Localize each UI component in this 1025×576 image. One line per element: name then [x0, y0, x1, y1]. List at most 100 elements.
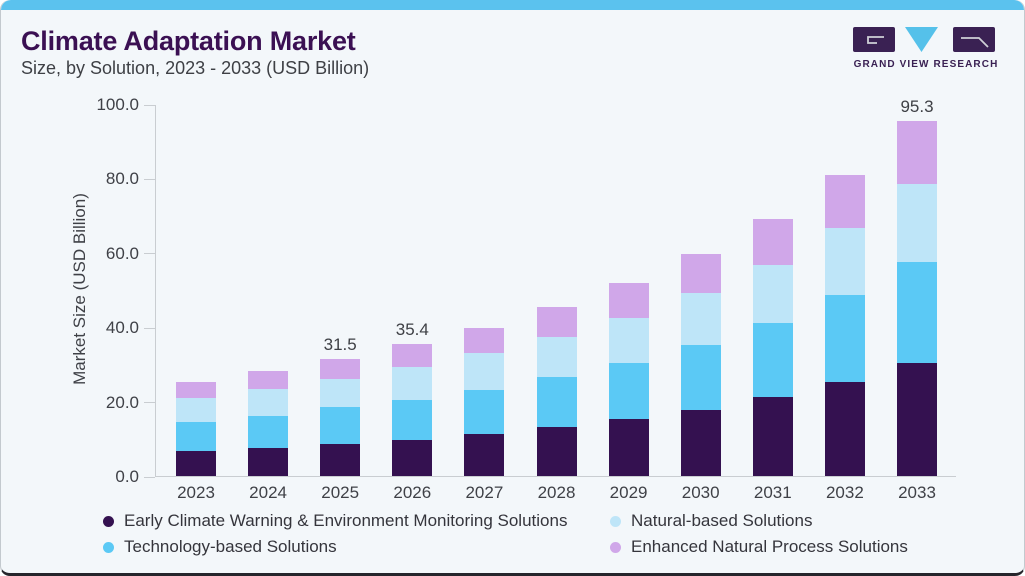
legend-dot-technology-based: [103, 541, 114, 553]
logo-g-block: [853, 27, 895, 52]
x-tick-label-2033: 2033: [898, 483, 936, 502]
bar-2026-segment-early-climate-warning: [392, 439, 433, 476]
legend-column-left: Early Climate Warning & Environment Moni…: [103, 511, 567, 563]
bar-2028-segment-natural-based: [536, 336, 577, 377]
bar-2029-segment-enhanced-natural-process: [608, 282, 649, 318]
bar-2024: [248, 370, 289, 476]
bar-2032: [824, 174, 865, 476]
bar-2033-segment-technology-based: [897, 262, 937, 363]
y-tick-label: 0.0: [115, 467, 139, 486]
bar-2032-segment-technology-based: [824, 295, 865, 383]
bar-2028-segment-technology-based: [536, 376, 577, 427]
bar-total-label-2025: 31.5: [323, 334, 357, 354]
bar-2029: [608, 282, 649, 476]
bar-2033-segment-early-climate-warning: [897, 362, 937, 476]
bar-2030-segment-technology-based: [680, 344, 721, 410]
y-axis-tick: [144, 402, 155, 404]
legend-column-right: Natural-based Solutions Enhanced Natural …: [610, 511, 908, 563]
x-tick-label-2023: 2023: [177, 483, 215, 502]
bar-2031-segment-early-climate-warning: [752, 397, 793, 476]
logo-v-triangle: [905, 27, 938, 52]
bar-2030: [680, 253, 721, 476]
page-subtitle: Size, by Solution, 2023 - 2033 (USD Bill…: [21, 58, 370, 78]
legend-dot-natural-based: [610, 515, 621, 527]
bar-2029-segment-technology-based: [608, 362, 649, 420]
gvr-logo: GRAND VIEW RESEARCH: [853, 26, 999, 70]
bar-2026-segment-enhanced-natural-process: [392, 344, 433, 368]
x-tick-label-2027: 2027: [465, 483, 504, 502]
logo-r-glyph: [961, 37, 989, 48]
gvr-logo-mark: GRAND VIEW RESEARCH: [853, 27, 997, 70]
bar-2028-segment-enhanced-natural-process: [536, 306, 577, 337]
y-axis-title: Market Size (USD Billion): [70, 193, 89, 385]
y-tick-label: 100.0: [96, 95, 139, 114]
bar-2028: [536, 306, 577, 476]
bar-2031-segment-technology-based: [752, 323, 793, 398]
bar-2031: [752, 219, 793, 476]
legend-label-enhanced-natural-process: Enhanced Natural Process Solutions: [631, 537, 908, 556]
bar-2028-segment-early-climate-warning: [536, 426, 577, 476]
legend-item-early-climate-warning: Early Climate Warning & Environment Moni…: [103, 511, 567, 531]
legend-item-natural-based: Natural-based Solutions: [610, 511, 908, 531]
bar-2030-segment-enhanced-natural-process: [680, 253, 721, 293]
bar-total-label-2026: 35.4: [395, 320, 429, 340]
x-tick-label-2031: 2031: [753, 483, 792, 502]
bar-2025-segment-enhanced-natural-process: [320, 358, 361, 379]
y-axis-tick: [144, 476, 155, 478]
y-tick-label: 60.0: [105, 243, 139, 263]
y-axis-tick: [144, 104, 155, 106]
bar-2023: [176, 381, 216, 476]
bar-2025-segment-natural-based: [320, 378, 361, 408]
y-tick-label: 40.0: [105, 318, 139, 338]
bar-2031-segment-natural-based: [752, 264, 793, 324]
legend-dot-early-climate-warning: [103, 515, 114, 527]
bar-2026-segment-technology-based: [392, 400, 433, 440]
bar-2032-segment-early-climate-warning: [824, 382, 865, 476]
bar-2024-segment-technology-based: [248, 415, 289, 449]
bar-2032-segment-natural-based: [824, 227, 865, 296]
legend-item-enhanced-natural-process: Enhanced Natural Process Solutions: [610, 537, 908, 557]
bar-total-label-2033: 95.3: [900, 97, 934, 117]
bar-2024-segment-enhanced-natural-process: [248, 370, 289, 390]
bar-2023-segment-enhanced-natural-process: [176, 381, 216, 398]
bar-2025-segment-early-climate-warning: [320, 443, 361, 476]
bar-2023-segment-early-climate-warning: [176, 451, 216, 476]
x-tick-label-2024: 2024: [249, 483, 287, 502]
bar-2030-segment-natural-based: [680, 292, 721, 345]
logo-g-glyph: [867, 36, 884, 44]
bar-2030-segment-early-climate-warning: [680, 409, 721, 476]
logo-r-block: [953, 27, 995, 52]
bar-2025-segment-technology-based: [320, 407, 361, 444]
bar-2023-segment-natural-based: [176, 397, 216, 422]
y-tick-label: 20.0: [105, 392, 139, 412]
bar-2029-segment-natural-based: [608, 317, 649, 363]
accent-strip: [1, 0, 1024, 10]
x-tick-label-2030: 2030: [681, 483, 720, 502]
x-tick-label-2029: 2029: [609, 483, 648, 502]
bar-2027-segment-natural-based: [464, 352, 505, 391]
bar-2027: [464, 327, 505, 476]
bar-2027-segment-early-climate-warning: [464, 433, 505, 476]
bar-2027-segment-technology-based: [464, 390, 505, 434]
plot-area: 0.0 20.0 40.0 60.0 80.0 100.0 2023 2024 31.5 2025…: [96, 95, 956, 502]
legend-label-early-climate-warning: Early Climate Warning & Environment Moni…: [124, 511, 568, 530]
bar-2033: [897, 121, 937, 476]
bar-2027-segment-enhanced-natural-process: [464, 327, 505, 353]
bar-2024-segment-early-climate-warning: [248, 448, 289, 476]
bar-2033-segment-natural-based: [897, 183, 937, 263]
legend-item-technology-based: Technology-based Solutions: [103, 537, 567, 557]
legend-label-technology-based: Technology-based Solutions: [124, 537, 337, 556]
bar-2024-segment-natural-based: [248, 389, 289, 416]
x-tick-label-2026: 2026: [393, 483, 432, 502]
bar-2029-segment-early-climate-warning: [608, 419, 649, 476]
bar-2032-segment-enhanced-natural-process: [824, 174, 865, 228]
y-tick-label: 80.0: [105, 169, 139, 189]
bar-2026-segment-natural-based: [392, 367, 433, 401]
y-axis-tick: [144, 178, 155, 180]
x-tick-label-2028: 2028: [537, 483, 576, 502]
x-tick-label-2032: 2032: [825, 483, 864, 502]
bar-2023-segment-technology-based: [176, 421, 216, 452]
page-title: Climate Adaptation Market: [21, 26, 356, 56]
bar-2026: [392, 344, 433, 476]
x-tick-label-2025: 2025: [321, 483, 360, 502]
